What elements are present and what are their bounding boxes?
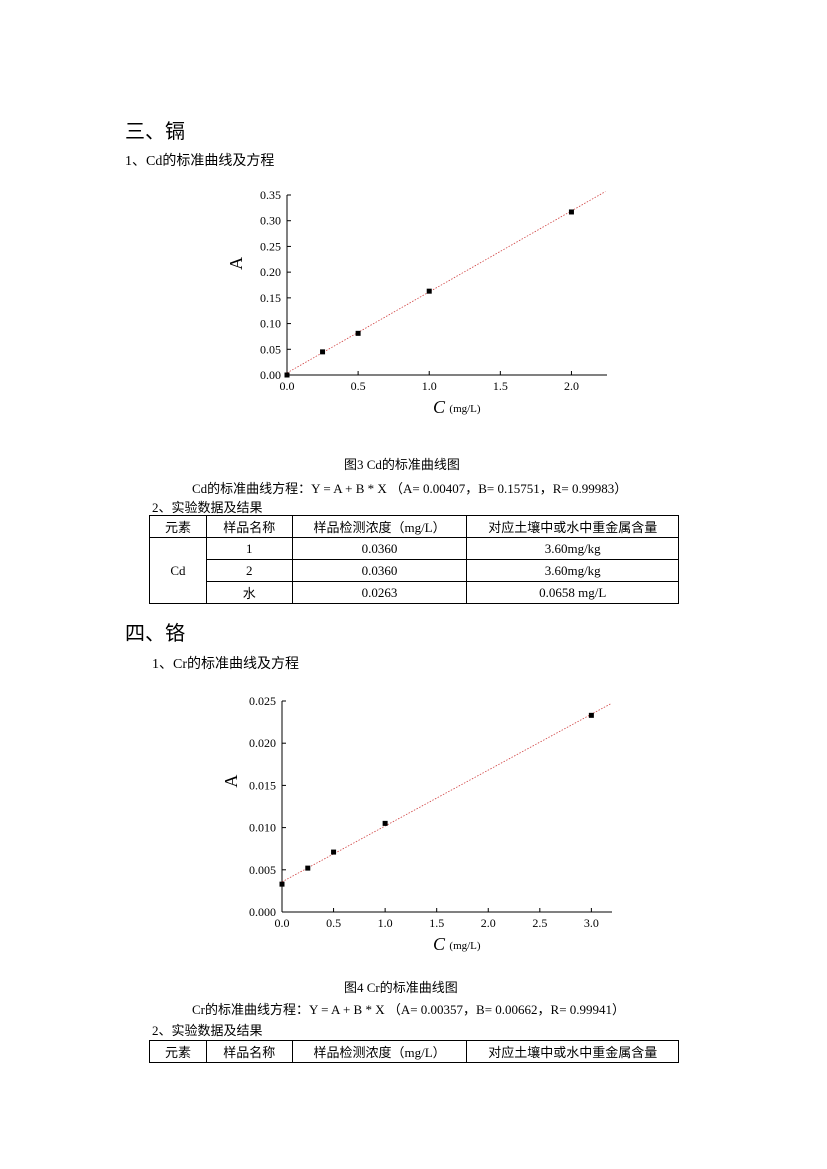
table-header-row: 元素 样品名称 样品检测浓度（mg/L） 对应土壤中或水中重金属含量	[149, 515, 679, 538]
equation-cr: Cr的标准曲线方程：Y = A + B * X （A= 0.00357，B= 0…	[192, 1002, 626, 1017]
x-tick-label: 0.5	[351, 379, 366, 393]
data-point	[588, 712, 594, 718]
data-point	[568, 209, 574, 215]
table-header-row: 元素 样品名称 样品检测浓度（mg/L） 对应土壤中或水中重金属含量	[149, 1040, 679, 1063]
data-point	[426, 288, 432, 294]
data-point	[279, 881, 285, 887]
subheading-cd-results: 2、实验数据及结果	[152, 500, 263, 515]
header-concentration: 样品检测浓度（mg/L）	[291, 1040, 468, 1063]
element-cell: Cd	[149, 537, 207, 604]
equation-cd: Cd的标准曲线方程：Y = A + B * X （A= 0.00407，B= 0…	[192, 481, 628, 496]
subheading-cr-results: 2、实验数据及结果	[152, 1023, 263, 1038]
y-axis-label: A	[221, 775, 241, 788]
fit-line	[286, 191, 606, 374]
y-tick-label: 0.20	[260, 265, 281, 279]
concentration-cell: 0.0360	[291, 559, 468, 582]
subheading-cr-curve: 1、Cr的标准曲线及方程	[152, 657, 299, 672]
y-tick-label: 0.000	[249, 905, 276, 919]
results-table-cd: 元素 样品名称 样品检测浓度（mg/L） 对应土壤中或水中重金属含量 Cd 1 …	[149, 515, 679, 604]
sample-name-cell: 2	[205, 559, 293, 582]
x-tick-label: 1.5	[493, 379, 508, 393]
y-tick-label: 0.020	[249, 736, 276, 750]
header-sample-name: 样品名称	[205, 1040, 293, 1063]
y-tick-label: 0.005	[249, 863, 276, 877]
y-tick-label: 0.015	[249, 778, 276, 792]
x-tick-label: 1.5	[429, 916, 444, 930]
y-tick-label: 0.10	[260, 317, 281, 331]
header-concentration: 样品检测浓度（mg/L）	[291, 515, 468, 538]
header-content: 对应土壤中或水中重金属含量	[466, 515, 679, 538]
section-heading-chromium: 四、铬	[125, 623, 185, 645]
content-cell: 3.60mg/kg	[466, 537, 679, 560]
y-tick-label: 0.15	[260, 291, 281, 305]
content-cell: 0.0658 mg/L	[466, 581, 679, 604]
y-tick-label: 0.00	[260, 368, 281, 382]
concentration-cell: 0.0263	[291, 581, 468, 604]
y-tick-label: 0.30	[260, 214, 281, 228]
header-content: 对应土壤中或水中重金属含量	[466, 1040, 679, 1063]
x-tick-label: 2.0	[481, 916, 496, 930]
figure-caption-cr: 图4 Cr的标准曲线图	[344, 980, 458, 995]
sample-name-cell: 水	[205, 581, 293, 604]
table-row: 水 0.0263 0.0658 mg/L	[150, 581, 679, 604]
data-point	[305, 865, 311, 871]
table-row: Cd 1 0.0360 3.60mg/kg	[149, 537, 679, 604]
y-tick-label: 0.010	[249, 821, 276, 835]
y-tick-label: 0.025	[249, 694, 276, 708]
cd-standard-curve-chart: 0.00 0.05 0.10 0.15 0.20 0.25 0.30 0.35 0.0 0.5 1.…	[226, 188, 607, 417]
concentration-cell: 0.0360	[291, 537, 468, 560]
y-axis-label: A	[226, 257, 246, 270]
x-axis-unit: (mg/L)	[449, 403, 480, 415]
x-axis-unit: (mg/L)	[449, 940, 480, 952]
table-row: 2 0.0360 3.60mg/kg	[150, 559, 679, 582]
cr-standard-curve-chart: 0.000 0.005 0.010 0.015 0.020 0.025 0.0 0.5 1.0 1…	[221, 694, 612, 953]
data-point	[284, 372, 290, 378]
x-tick-label: 0.0	[280, 379, 295, 393]
x-tick-label: 1.0	[422, 379, 437, 393]
header-element: 元素	[149, 1040, 207, 1063]
y-tick-label: 0.25	[260, 239, 281, 253]
x-tick-label: 0.0	[275, 916, 290, 930]
figure-caption-cd: 图3 Cd的标准曲线图	[344, 457, 460, 472]
y-tick-label: 0.05	[260, 342, 281, 356]
fit-line	[281, 703, 611, 883]
content-cell: 3.60mg/kg	[466, 559, 679, 582]
sample-name-cell: 1	[205, 537, 293, 560]
data-point	[320, 349, 326, 355]
subheading-cd-curve: 1、Cd的标准曲线及方程	[125, 154, 275, 169]
y-tick-label: 0.35	[260, 188, 281, 202]
header-sample-name: 样品名称	[205, 515, 293, 538]
x-tick-label: 2.5	[532, 916, 547, 930]
header-element: 元素	[149, 515, 207, 538]
results-table-cr: 元素 样品名称 样品检测浓度（mg/L） 对应土壤中或水中重金属含量	[149, 1040, 679, 1063]
x-tick-label: 2.0	[564, 379, 579, 393]
data-point	[355, 330, 361, 336]
x-axis-label: C	[433, 934, 446, 953]
section-heading-cadmium: 三、镉	[125, 121, 185, 143]
data-point	[331, 849, 337, 855]
data-point	[382, 820, 388, 826]
x-tick-label: 0.5	[326, 916, 341, 930]
x-tick-label: 3.0	[584, 916, 599, 930]
x-axis-label: C	[433, 397, 446, 417]
x-tick-label: 1.0	[378, 916, 393, 930]
